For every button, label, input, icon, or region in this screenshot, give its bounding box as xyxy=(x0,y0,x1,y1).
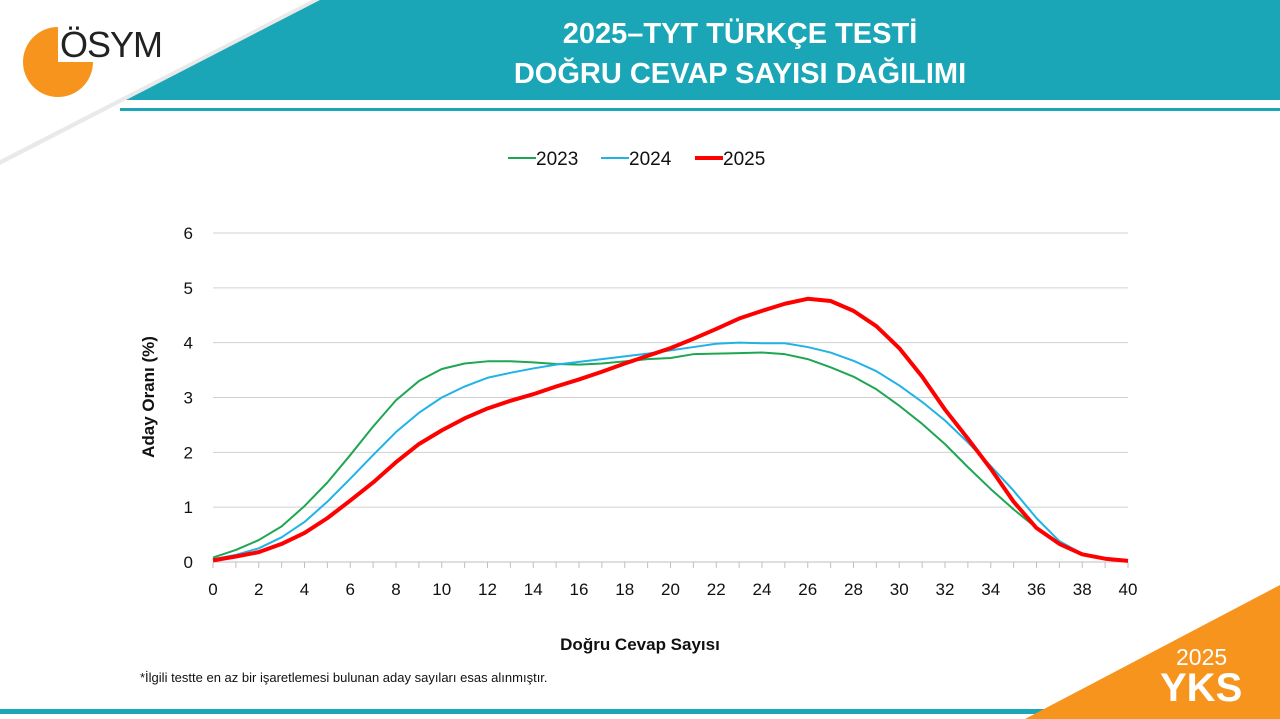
y-tick-label: 2 xyxy=(184,443,193,462)
y-tick-label: 0 xyxy=(184,553,193,572)
y-tick-label: 1 xyxy=(184,498,193,517)
x-tick-label: 34 xyxy=(981,580,1000,599)
series-line-2024 xyxy=(212,341,1129,562)
x-tick-label: 28 xyxy=(844,580,863,599)
legend-label-2024: 2024 xyxy=(629,149,672,170)
x-tick-label: 0 xyxy=(208,580,217,599)
legend-label-2025: 2025 xyxy=(723,149,765,170)
badge-year: 2025 xyxy=(1176,644,1228,670)
x-tick-label: 18 xyxy=(615,580,634,599)
series-line-2023 xyxy=(212,351,1129,562)
x-tick-label: 36 xyxy=(1027,580,1046,599)
x-tick-label: 8 xyxy=(391,580,400,599)
x-tick-label: 12 xyxy=(478,580,497,599)
x-tick-label: 26 xyxy=(798,580,817,599)
y-tick-label: 5 xyxy=(184,279,193,298)
footnote: *İlgili testte en az bir işaretlemesi bu… xyxy=(140,670,548,685)
legend-label-2023: 2023 xyxy=(536,149,578,170)
x-tick-label: 10 xyxy=(432,580,451,599)
badge-exam: YKS xyxy=(1160,666,1243,710)
osym-logo: ÖSYM xyxy=(60,24,163,65)
yks-corner xyxy=(1025,585,1280,719)
x-axis-label: Doğru Cevap Sayısı xyxy=(560,635,720,654)
x-tick-label: 4 xyxy=(300,580,309,599)
x-tick-label: 32 xyxy=(936,580,955,599)
series-line-2025 xyxy=(212,296,1129,563)
page-title-line2: DOĞRU CEVAP SAYISI DAĞILIMI xyxy=(513,58,967,90)
x-tick-label: 16 xyxy=(570,580,589,599)
y-tick-label: 3 xyxy=(184,389,193,408)
header-banner xyxy=(120,0,1280,100)
footer-line xyxy=(0,709,1280,714)
x-tick-label: 30 xyxy=(890,580,909,599)
x-tick-label: 14 xyxy=(524,580,543,599)
page-title-line1: 2025–TYT TÜRKÇE TESTİ xyxy=(562,18,918,50)
x-tick-label: 22 xyxy=(707,580,726,599)
x-tick-label: 20 xyxy=(661,580,680,599)
x-tick-label: 40 xyxy=(1119,580,1138,599)
header-line xyxy=(120,108,1280,111)
x-tick-label: 24 xyxy=(753,580,772,599)
x-tick-label: 6 xyxy=(346,580,355,599)
x-tick-label: 38 xyxy=(1073,580,1092,599)
y-axis-label: Aday Oranı (%) xyxy=(139,336,158,458)
y-tick-label: 4 xyxy=(184,334,193,353)
y-tick-label: 6 xyxy=(184,224,193,243)
x-tick-label: 2 xyxy=(254,580,263,599)
